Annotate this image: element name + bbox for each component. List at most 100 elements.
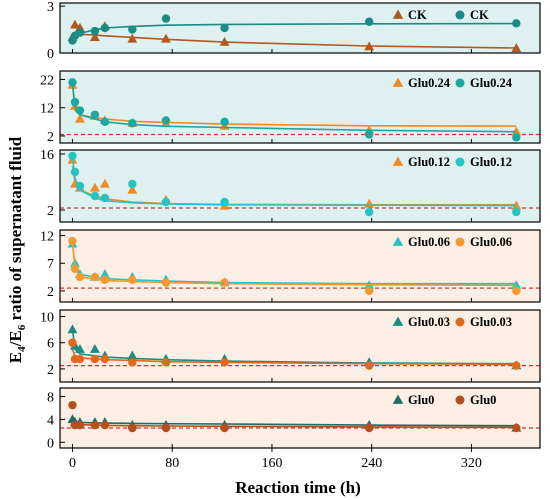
- x-tick-label: 240: [361, 456, 382, 471]
- data-point-circle: [128, 358, 137, 367]
- fit-line-1: [71, 241, 517, 287]
- data-point-triangle: [161, 33, 171, 43]
- panel-background: [60, 310, 540, 382]
- data-point-circle: [90, 26, 100, 36]
- data-point-circle: [68, 151, 77, 161]
- data-point-circle: [100, 420, 110, 430]
- data-point-circle: [75, 28, 85, 37]
- panel-glu0: 0 4 8 Glu0 Glu0: [47, 387, 541, 451]
- y-axis-title-rest: ratio of supernatant fluid: [6, 136, 25, 325]
- y-tick-label: 2: [47, 363, 54, 378]
- data-point-circle: [100, 354, 110, 364]
- y-tick-label: 8: [47, 391, 54, 406]
- data-point-circle: [220, 23, 229, 33]
- legend-marker: [455, 317, 465, 327]
- panel-background: [60, 230, 540, 302]
- data-point-circle: [75, 420, 85, 430]
- data-point-triangle: [511, 280, 522, 290]
- y-axis-title-slash: /E: [6, 330, 25, 347]
- data-point-circle: [161, 278, 171, 287]
- y-tick-label: 12: [40, 102, 54, 117]
- data-point-triangle: [99, 269, 110, 278]
- data-point-circle: [75, 354, 85, 364]
- data-point-circle: [364, 17, 374, 26]
- legend-marker: [392, 9, 404, 19]
- data-point-circle: [100, 23, 110, 33]
- data-point-circle: [512, 423, 521, 433]
- panel-frame: [59, 70, 541, 144]
- legend-marker: [455, 10, 465, 20]
- data-point-circle: [90, 354, 100, 364]
- data-point-circle: [100, 117, 110, 127]
- data-point-circle: [100, 193, 110, 203]
- panel-ck: 0 3 CK CK: [47, 0, 541, 62]
- data-point-triangle: [127, 33, 138, 43]
- data-point-circle: [128, 25, 137, 34]
- y-tick-label: 0: [47, 47, 54, 62]
- data-point-circle: [364, 423, 374, 433]
- x-tick-label: 320: [461, 456, 482, 471]
- y-tick-label: 12: [40, 230, 54, 245]
- data-point-circle: [161, 116, 171, 125]
- data-point-circle: [68, 78, 77, 87]
- data-point-triangle: [127, 350, 138, 360]
- data-point-triangle: [511, 126, 522, 136]
- data-point-triangle: [89, 32, 100, 42]
- data-point-circle: [90, 110, 100, 119]
- y-tick-label: 2: [47, 204, 54, 219]
- panel-background: [60, 71, 540, 143]
- legend-marker: [392, 77, 404, 87]
- legend-label: Glu0.06: [470, 235, 512, 249]
- data-point-triangle: [127, 184, 138, 194]
- data-point-circle: [128, 179, 137, 189]
- data-point-circle: [161, 197, 171, 207]
- data-point-circle: [512, 133, 521, 142]
- panel-frame: [59, 149, 541, 223]
- data-point-circle: [220, 278, 229, 287]
- y-tick-label: 2: [47, 130, 54, 145]
- legend-label: Glu0.06: [408, 235, 450, 249]
- legend-marker: [455, 157, 465, 167]
- data-point-circle: [364, 207, 374, 217]
- data-point-triangle: [511, 200, 522, 210]
- data-point-triangle: [75, 113, 85, 123]
- x-axis-title: Reaction time (h): [235, 478, 361, 497]
- data-point-circle: [70, 264, 80, 273]
- data-point-triangle: [89, 344, 100, 353]
- panel-glu003: 2 6 10 Glu0.03 Glu0.03: [40, 309, 541, 383]
- data-point-circle: [75, 106, 85, 115]
- data-point-circle: [512, 19, 521, 28]
- data-point-circle: [90, 420, 100, 430]
- y-axis-title: E4/E6 ratio of supernatant fluid: [6, 136, 28, 363]
- legend-label: Glu0: [408, 393, 434, 407]
- panel-frame: [59, 229, 541, 303]
- data-point-circle: [220, 358, 229, 367]
- data-point-triangle: [511, 43, 522, 52]
- data-point-circle: [161, 358, 171, 367]
- legend-label: CK: [408, 8, 427, 22]
- data-point-circle: [90, 191, 100, 201]
- data-point-circle: [512, 361, 521, 370]
- panel-frame: [59, 387, 541, 449]
- legend-label: Glu0.24: [470, 76, 513, 90]
- data-point-circle: [364, 286, 374, 296]
- x-tick-label: 160: [261, 456, 282, 471]
- data-point-circle: [364, 130, 374, 139]
- data-point-circle: [220, 423, 229, 433]
- y-tick-label: 3: [47, 0, 54, 15]
- data-point-triangle: [219, 36, 230, 46]
- y-tick-label: 0: [47, 436, 54, 451]
- x-tick-label: 80: [165, 456, 179, 471]
- data-point-circle: [161, 423, 171, 433]
- data-point-circle: [75, 272, 85, 282]
- data-point-triangle: [99, 178, 110, 188]
- data-point-triangle: [364, 41, 375, 51]
- y-tick-label: 16: [40, 148, 54, 163]
- data-point-circle: [128, 119, 137, 128]
- y-tick-label: 22: [40, 73, 54, 88]
- y-axis-title-e: E: [6, 352, 25, 363]
- data-point-circle: [70, 97, 80, 107]
- data-point-triangle: [89, 182, 100, 192]
- data-point-circle: [220, 197, 229, 207]
